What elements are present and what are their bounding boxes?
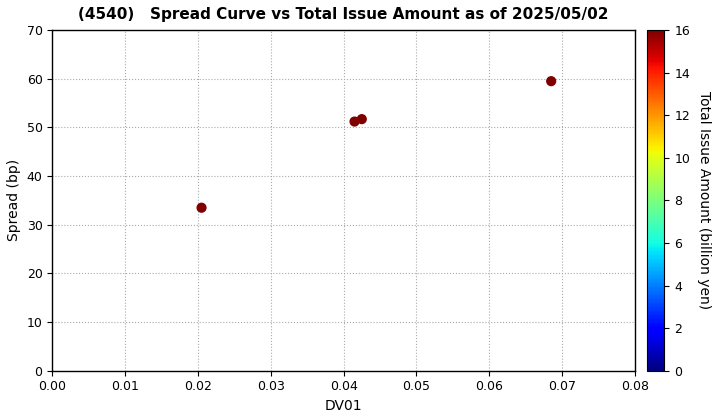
Point [356, 116, 367, 123]
Title: (4540)   Spread Curve vs Total Issue Amount as of 2025/05/02: (4540) Spread Curve vs Total Issue Amoun… [78, 7, 609, 22]
Y-axis label: Spread (bp): Spread (bp) [7, 159, 21, 242]
Y-axis label: Total Issue Amount (billion yen): Total Issue Amount (billion yen) [697, 92, 711, 310]
X-axis label: DV01: DV01 [325, 399, 362, 413]
Point [348, 118, 360, 125]
Point [196, 205, 207, 211]
Point [546, 78, 557, 84]
